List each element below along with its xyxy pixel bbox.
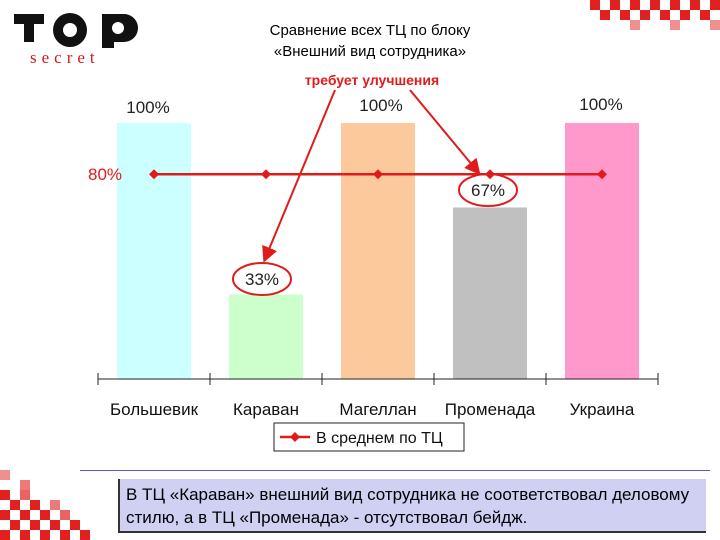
svg-text:secret: secret [30,48,100,66]
data-label: 67% [471,181,505,200]
x-tick-label: Украина [570,400,635,419]
average-point [373,169,383,180]
x-tick-label: Большевик [110,400,199,419]
x-tick-label: Караван [233,400,299,419]
average-value-label: 80% [88,165,122,184]
data-label: 100% [126,98,169,117]
annotation-arrow-karavan [262,89,336,263]
chart-title: Сравнение всех ТЦ по блоку «Внешний вид … [180,20,560,62]
divider-line [80,470,710,471]
legend-label: В среднем по ТЦ [316,430,443,447]
chart-title-line-1: Сравнение всех ТЦ по блоку [269,22,471,39]
chart-title-line-2: «Внешний вид сотрудника» [273,43,467,60]
checker-decoration-bottom-left [0,470,90,540]
x-tick-label: Магеллан [339,400,416,419]
x-tick-label: Променада [445,400,536,419]
highlight-circle-promenada [458,173,518,207]
bar-5 [565,123,639,379]
bar-1 [117,123,191,379]
data-label: 100% [579,95,622,114]
bar-2 [229,294,303,379]
bar-3 [341,123,415,379]
legend-marker-swatch [290,432,300,442]
conclusion-caption: В ТЦ «Караван» внешний вид сотрудника не… [118,479,706,533]
bar-4 [453,207,527,379]
data-label: 100% [359,96,402,115]
annotation-text: требует улучшения [305,72,439,88]
average-point [149,169,159,180]
annotation-arrow-promenada [409,89,481,176]
average-point [261,169,271,180]
data-label: 33% [245,270,279,289]
checker-decoration-top-right [590,0,720,30]
average-point [597,169,607,180]
highlight-circle-karavan [232,262,292,296]
top-secret-logo: secret [14,13,140,66]
